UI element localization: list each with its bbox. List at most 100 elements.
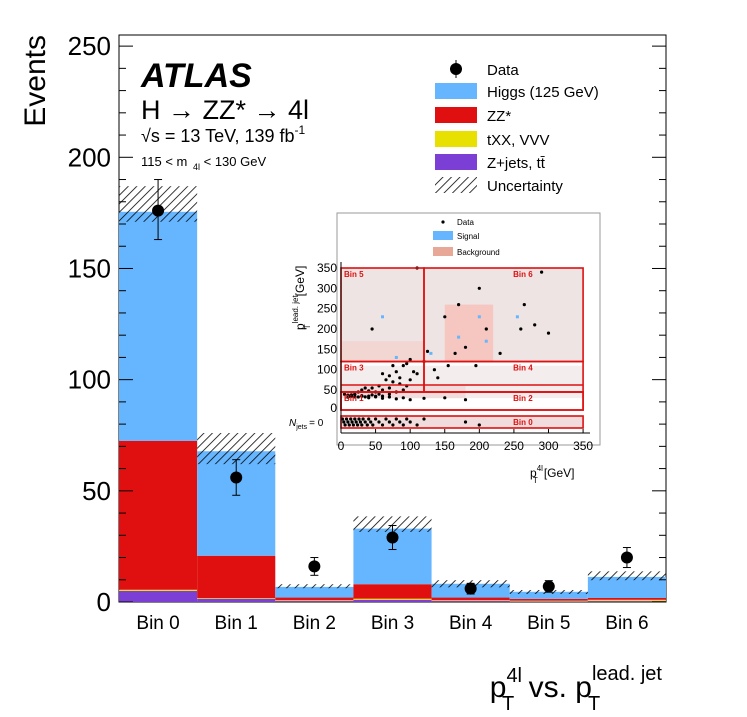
inset-data-point <box>360 423 364 427</box>
inset-data-point <box>446 364 450 368</box>
inset-data-point <box>370 327 374 331</box>
inset-data-point <box>374 394 378 398</box>
x-tick-label: Bin 0 <box>136 613 179 634</box>
inset-legend-background-swatch <box>433 247 453 256</box>
bar-segment <box>509 598 588 601</box>
y-tick-label: 250 <box>68 31 111 61</box>
data-point <box>620 551 633 564</box>
bar-segment <box>353 584 432 599</box>
data-point <box>464 582 477 595</box>
legend-uncertainty-label: Uncertainty <box>487 178 563 195</box>
inset-data-point <box>405 362 409 366</box>
data-point <box>308 560 321 573</box>
legend-higgs-label: Higgs (125 GeV) <box>487 84 599 101</box>
inset-data-point <box>401 388 405 392</box>
inset-chart: Bin 0 Bin 1 Bin 2 Bin 3 Bin 4 Bin 5 Bin 6 0 50 1… <box>289 212 601 485</box>
inset-legend-signal-label: Signal <box>457 232 479 241</box>
inset-bin-box <box>423 267 584 363</box>
inset-data-point <box>358 420 362 424</box>
inset-data-point <box>387 395 391 399</box>
y-axis: 0 50 100 150 200 250 <box>68 31 666 617</box>
inset-data-point <box>477 423 481 427</box>
inset-data-point <box>387 392 391 396</box>
inset-data-point <box>346 395 350 399</box>
inset-data-point <box>377 420 381 424</box>
x-tick-label: Bin 5 <box>527 613 570 634</box>
bar-segment <box>197 555 276 598</box>
inset-data-point <box>408 398 412 402</box>
inset-data-point <box>380 388 385 392</box>
bar-segment <box>197 598 276 599</box>
inset-bin-boxes: Bin 0 Bin 1 Bin 2 Bin 3 Bin 4 Bin 5 Bin 6 <box>340 267 584 429</box>
inset-data-point <box>422 396 426 400</box>
bar-segment <box>587 598 666 600</box>
inset-x-tick-label: 350 <box>573 439 593 453</box>
data-points <box>152 179 633 595</box>
inset-legend-data-label: Data <box>457 218 474 227</box>
inset-y-tick-label: 300 <box>317 281 337 295</box>
inset-x-tick-label: 150 <box>435 439 455 453</box>
inset-data-point <box>360 394 364 398</box>
y-axis-title: Events <box>19 35 52 127</box>
inset-data-point <box>350 420 354 424</box>
inset-data-point <box>343 423 347 427</box>
x-tick-label: Bin 3 <box>371 613 414 634</box>
inset-data-point <box>387 420 391 424</box>
inset-data-point <box>422 417 426 421</box>
x-axis-title: p4l T vs. plead. jet T <box>490 663 663 715</box>
inset-data-point <box>463 398 468 402</box>
bar-segment <box>353 599 432 602</box>
inset-x-tick-label: 300 <box>538 439 558 453</box>
inset-data-point <box>443 396 447 400</box>
inset-data-point <box>477 286 481 290</box>
inset-njets-label: Njets = 0 <box>289 418 324 431</box>
inset-data-point <box>415 423 419 427</box>
inset-data-point <box>384 378 388 382</box>
legend-uncertainty-swatch <box>435 177 477 193</box>
uncertainty-band <box>587 571 666 581</box>
inset-y-tick-label: 200 <box>317 322 337 336</box>
inset-bin-label: Bin 1 <box>344 394 364 403</box>
inset-bg-region <box>341 341 424 362</box>
inset-data-point <box>353 393 357 397</box>
inset-data-point <box>391 380 395 384</box>
legend-zz-label: ZZ* <box>487 108 511 125</box>
bar-segment <box>431 600 510 601</box>
inset-data-point <box>357 417 361 421</box>
inset-data-point <box>377 392 381 396</box>
inset-data-point <box>540 270 544 274</box>
legend-txx-swatch <box>435 131 477 147</box>
inset-data-point <box>353 417 357 421</box>
inset-bin-label: Bin 0 <box>513 418 533 427</box>
inset-signal-square <box>381 315 384 319</box>
legend-data-label: Data <box>487 62 519 79</box>
process-label: H → ZZ* → 4l <box>141 95 309 125</box>
inset-x-tick-label: 50 <box>369 439 383 453</box>
inset-data-point <box>408 357 412 362</box>
inset-signal-square <box>457 335 461 339</box>
inset-bg-region <box>341 416 584 428</box>
inset-signal-square <box>477 315 481 319</box>
y-tick-label: 100 <box>68 365 111 395</box>
inset-data-point <box>546 331 551 335</box>
inset-data-point <box>370 393 374 397</box>
inset-data-point <box>363 420 367 424</box>
inset-data-point <box>356 423 360 427</box>
inset-data-point <box>367 417 371 421</box>
inset-data-point <box>398 420 402 424</box>
bar-segment <box>275 600 354 602</box>
uncertainty-band <box>353 516 432 532</box>
inset-data-point <box>349 394 353 398</box>
inset-x-tick-label: 100 <box>400 439 420 453</box>
bar-segment <box>431 600 510 602</box>
inset-data-point <box>533 323 537 327</box>
inset-data-point <box>347 423 351 427</box>
inset-data-point <box>415 372 419 376</box>
inset-data-point <box>463 420 468 424</box>
bar-segment <box>197 598 276 602</box>
inset-x-tick-label: 250 <box>504 439 524 453</box>
uncertainty-band <box>275 584 354 589</box>
mass-window-label: 115 < m 4l < 130 GeV <box>141 154 266 172</box>
inset-data-point <box>432 368 436 372</box>
inset-data-point <box>474 364 478 368</box>
